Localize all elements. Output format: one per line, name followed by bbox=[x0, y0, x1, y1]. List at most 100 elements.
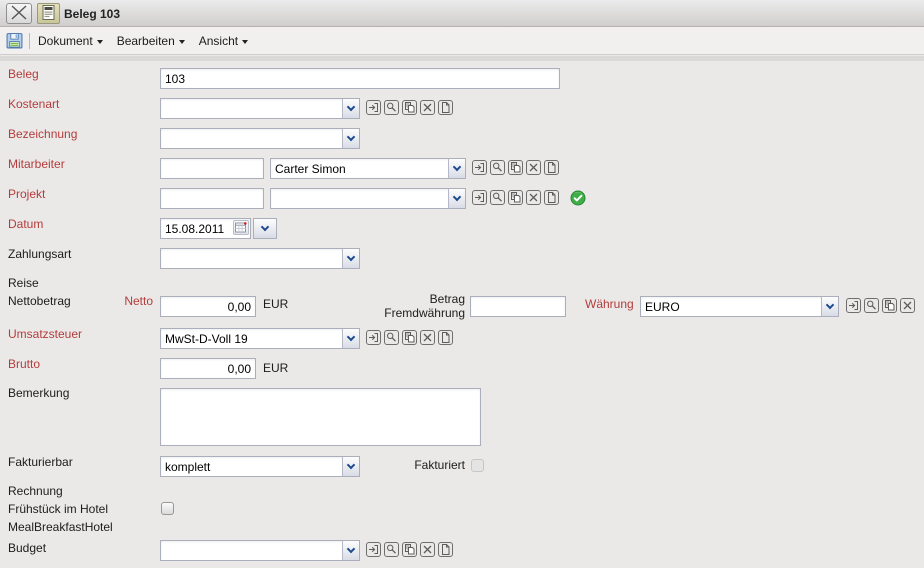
new-document-icon[interactable] bbox=[438, 330, 453, 345]
waehrung-label: Währung bbox=[585, 297, 634, 311]
datum-input[interactable] bbox=[160, 218, 251, 239]
menu-ansicht[interactable]: Ansicht bbox=[198, 34, 249, 48]
new-document-icon[interactable] bbox=[438, 100, 453, 115]
kostenart-combo[interactable] bbox=[160, 98, 360, 119]
close-button[interactable] bbox=[6, 3, 32, 24]
fakturierbar-label: Fakturierbar bbox=[8, 455, 73, 469]
fremdwaehrung-label: Betrag Fremdwährung bbox=[384, 292, 465, 320]
new-document-icon[interactable] bbox=[544, 190, 559, 205]
menus: Dokument Bearbeiten Ansicht bbox=[38, 27, 249, 55]
waehrung-combo-trigger[interactable] bbox=[821, 297, 838, 316]
menu-dokument[interactable]: Dokument bbox=[38, 34, 103, 48]
new-document-icon[interactable] bbox=[438, 542, 453, 557]
copy-icon[interactable] bbox=[402, 542, 417, 557]
clear-icon[interactable] bbox=[526, 190, 541, 205]
chevron-down-icon bbox=[452, 162, 462, 172]
mitarbeiter-combo-input[interactable] bbox=[271, 159, 448, 178]
mitarbeiter-code-input[interactable] bbox=[160, 158, 264, 179]
goto-icon[interactable] bbox=[846, 298, 861, 313]
zahlungsart-label: Zahlungsart bbox=[8, 247, 72, 261]
clear-icon[interactable] bbox=[420, 330, 435, 345]
umsatzsteuer-combo-trigger[interactable] bbox=[342, 329, 359, 348]
waehrung-combo[interactable] bbox=[640, 296, 839, 317]
projekt-combo[interactable] bbox=[270, 188, 466, 209]
bezeichnung-combo-trigger[interactable] bbox=[342, 129, 359, 148]
mitarbeiter-label: Mitarbeiter bbox=[8, 157, 65, 171]
beleg-input[interactable] bbox=[160, 68, 560, 89]
search-icon[interactable] bbox=[384, 330, 399, 345]
projekt-actions bbox=[472, 190, 559, 205]
waehrung-combo-input[interactable] bbox=[641, 297, 821, 316]
chevron-down-icon bbox=[346, 460, 356, 470]
projekt-combo-input[interactable] bbox=[271, 189, 448, 208]
search-icon[interactable] bbox=[384, 542, 399, 557]
brutto-label: Brutto bbox=[8, 357, 41, 371]
document-type-button[interactable] bbox=[37, 3, 60, 24]
fruehstueck-checkbox[interactable] bbox=[161, 502, 174, 515]
search-icon[interactable] bbox=[490, 190, 505, 205]
datum-label: Datum bbox=[8, 217, 44, 231]
goto-icon[interactable] bbox=[366, 542, 381, 557]
datum-dropdown-trigger[interactable] bbox=[253, 218, 277, 239]
save-button[interactable] bbox=[6, 32, 23, 49]
menu-ansicht-label: Ansicht bbox=[198, 34, 239, 48]
search-icon[interactable] bbox=[384, 100, 399, 115]
bemerkung-textarea[interactable] bbox=[160, 388, 481, 446]
chevron-down-icon bbox=[242, 40, 249, 44]
fakturierbar-combo-input[interactable] bbox=[161, 457, 342, 476]
chevron-down-icon bbox=[96, 40, 103, 44]
projekt-combo-trigger[interactable] bbox=[448, 189, 465, 208]
clear-icon[interactable] bbox=[900, 298, 915, 313]
bezeichnung-label: Bezeichnung bbox=[8, 127, 78, 141]
projekt-code-input[interactable] bbox=[160, 188, 264, 209]
clear-icon[interactable] bbox=[420, 100, 435, 115]
umsatzsteuer-combo[interactable] bbox=[160, 328, 360, 349]
receipt-icon bbox=[42, 4, 55, 23]
mitarbeiter-actions bbox=[472, 160, 559, 175]
copy-icon[interactable] bbox=[508, 160, 523, 175]
search-icon[interactable] bbox=[490, 160, 505, 175]
beleg-label: Beleg bbox=[8, 67, 39, 81]
goto-icon[interactable] bbox=[366, 100, 381, 115]
goto-icon[interactable] bbox=[472, 190, 487, 205]
budget-actions bbox=[366, 542, 453, 557]
kostenart-combo-input[interactable] bbox=[161, 99, 342, 118]
menu-bar: Dokument Bearbeiten Ansicht bbox=[0, 27, 924, 55]
goto-icon[interactable] bbox=[366, 330, 381, 345]
search-icon[interactable] bbox=[864, 298, 879, 313]
page-title: Beleg 103 bbox=[64, 7, 121, 21]
kostenart-label: Kostenart bbox=[8, 97, 60, 111]
clear-icon[interactable] bbox=[420, 542, 435, 557]
zahlungsart-combo-trigger[interactable] bbox=[342, 249, 359, 268]
zahlungsart-combo[interactable] bbox=[160, 248, 360, 269]
budget-combo-input[interactable] bbox=[161, 541, 342, 560]
netto-input[interactable] bbox=[160, 296, 256, 317]
budget-combo[interactable] bbox=[160, 540, 360, 561]
kostenart-combo-trigger[interactable] bbox=[342, 99, 359, 118]
umsatzsteuer-combo-input[interactable] bbox=[161, 329, 342, 348]
bezeichnung-combo-input[interactable] bbox=[161, 129, 342, 148]
chevron-down-icon bbox=[260, 222, 270, 232]
fremdwaehrung-input[interactable] bbox=[470, 296, 566, 317]
budget-combo-trigger[interactable] bbox=[342, 541, 359, 560]
goto-icon[interactable] bbox=[472, 160, 487, 175]
menu-bearbeiten[interactable]: Bearbeiten bbox=[117, 34, 185, 48]
mitarbeiter-combo[interactable] bbox=[270, 158, 466, 179]
fakturierbar-combo-trigger[interactable] bbox=[342, 457, 359, 476]
fakturiert-label: Fakturiert bbox=[414, 458, 465, 472]
brutto-currency-label: EUR bbox=[263, 361, 289, 375]
zahlungsart-combo-input[interactable] bbox=[161, 249, 342, 268]
brutto-input[interactable] bbox=[160, 358, 256, 379]
fakturierbar-combo[interactable] bbox=[160, 456, 360, 477]
new-document-icon[interactable] bbox=[544, 160, 559, 175]
clear-icon[interactable] bbox=[526, 160, 541, 175]
bezeichnung-combo[interactable] bbox=[160, 128, 360, 149]
copy-icon[interactable] bbox=[508, 190, 523, 205]
copy-icon[interactable] bbox=[402, 330, 417, 345]
umsatzsteuer-actions bbox=[366, 330, 453, 345]
calendar-icon[interactable] bbox=[233, 220, 249, 235]
chevron-down-icon bbox=[346, 132, 356, 142]
mitarbeiter-combo-trigger[interactable] bbox=[448, 159, 465, 178]
copy-icon[interactable] bbox=[402, 100, 417, 115]
copy-icon[interactable] bbox=[882, 298, 897, 313]
